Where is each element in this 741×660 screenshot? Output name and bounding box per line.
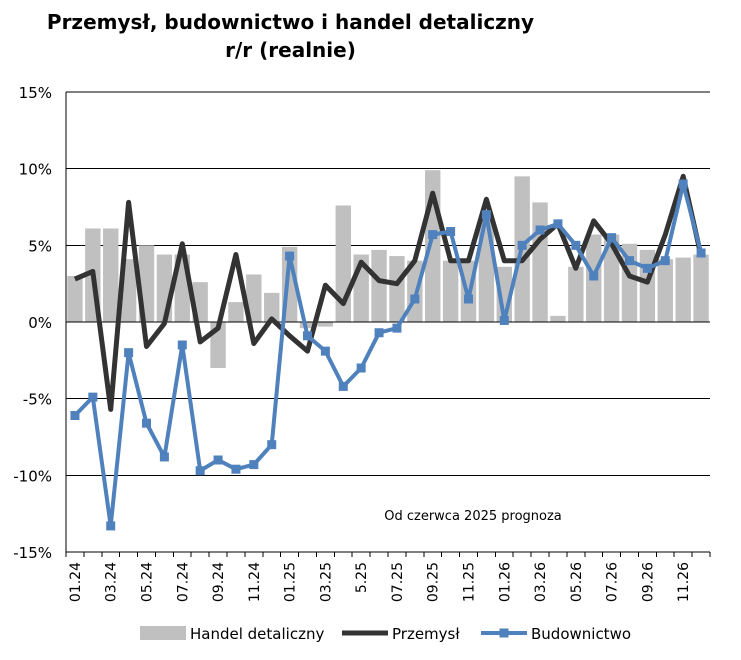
series-line-przemysl: [73, 173, 704, 412]
budownictwo-point: [517, 240, 527, 250]
budownictwo-point: [124, 348, 134, 358]
budownictwo-point: [374, 328, 384, 338]
bar: [639, 249, 656, 322]
x-tick-label: 05.24: [140, 562, 156, 602]
x-tick-label: 11.25: [462, 562, 478, 602]
x-tick-label: 01.25: [283, 562, 299, 602]
budownictwo-point: [70, 411, 80, 421]
budownictwo-point: [231, 464, 241, 474]
budownictwo-point: [535, 225, 545, 235]
budownictwo-point: [428, 230, 438, 240]
budownictwo-point: [392, 323, 402, 333]
budownictwo-point: [446, 227, 456, 237]
bar: [317, 322, 334, 327]
budownictwo-point: [625, 256, 634, 266]
bar: [371, 249, 387, 322]
y-tick-label: -10%: [13, 467, 52, 485]
y-tick-label: 0%: [28, 314, 52, 332]
x-tick-label: 11.24: [247, 562, 263, 602]
x-tick-label: 03.24: [104, 562, 120, 602]
budownictwo-point: [499, 315, 509, 325]
budownictwo-point: [303, 331, 312, 341]
x-tick-label: 07.26: [605, 562, 621, 602]
budownictwo-point: [678, 179, 688, 189]
legend-swatch-handel: [140, 626, 186, 640]
bar: [389, 256, 405, 322]
chart-title: Przemysł, budownictwo i handel detaliczn…: [46, 10, 535, 34]
bar: [299, 322, 316, 329]
budownictwo-point: [589, 271, 599, 281]
legend-label-budownictwo: Budownictwo: [531, 625, 631, 643]
x-tick-label: 11.26: [676, 562, 692, 602]
bar: [657, 259, 673, 322]
budownictwo-point: [553, 219, 563, 229]
x-tick-label: 09.25: [426, 562, 442, 602]
bar: [228, 302, 244, 322]
x-tick-label: 01.24: [68, 562, 84, 602]
budownictwo-point: [88, 392, 98, 402]
budownictwo-point: [213, 455, 223, 465]
budownictwo-point: [159, 452, 169, 462]
budownictwo-point: [320, 346, 330, 356]
budownictwo-point: [106, 521, 116, 531]
budownictwo-point: [410, 294, 420, 304]
y-tick-label: -15%: [13, 544, 52, 562]
bar: [264, 292, 280, 322]
budownictwo-point: [642, 263, 652, 273]
budownictwo-point: [571, 240, 581, 250]
budownictwo-point: [195, 466, 205, 476]
y-tick-label: -5%: [23, 391, 52, 409]
chart-subtitle: r/r (realnie): [225, 38, 356, 62]
budownictwo-point: [696, 248, 706, 258]
budownictwo-point: [660, 256, 670, 266]
legend-label-przemysl: Przemysł: [392, 625, 460, 643]
x-tick-label: 03.25: [318, 562, 334, 602]
budownictwo-point: [142, 418, 151, 428]
x-tick-label: 03.26: [533, 562, 549, 602]
bar: [675, 257, 691, 322]
x-tick-label: 07.24: [175, 562, 191, 602]
bar: [67, 276, 83, 322]
x-tick-label: 5.25: [354, 562, 370, 593]
budownictwo-point: [285, 251, 295, 261]
budownictwo-point: [338, 381, 348, 391]
budownictwo-point: [464, 294, 473, 304]
x-tick-label: 09.26: [640, 562, 656, 602]
legend-marker-budownictwo: [499, 628, 509, 638]
budownictwo-point: [481, 210, 491, 220]
y-tick-label: 5%: [28, 237, 52, 255]
legend-label-handel: Handel detaliczny: [190, 625, 324, 643]
bar: [103, 228, 119, 322]
y-tick-label: 15%: [19, 84, 52, 102]
bar: [550, 315, 566, 322]
bar: [693, 254, 709, 322]
bar: [532, 202, 548, 322]
x-tick-label: 09.24: [211, 562, 227, 602]
bar: [246, 274, 262, 322]
bar: [442, 260, 459, 322]
budownictwo-point: [267, 440, 277, 450]
x-tick-label: 01.26: [497, 562, 513, 602]
x-tick-label: 07.25: [390, 562, 406, 602]
x-tick-label: 05.26: [569, 562, 585, 602]
budownictwo-point: [356, 363, 366, 373]
budownictwo-point: [249, 460, 259, 470]
budownictwo-point: [177, 340, 187, 350]
annotation: Od czerwca 2025 prognoza: [384, 509, 562, 524]
budownictwo-point: [607, 233, 617, 243]
bar: [568, 266, 584, 322]
y-tick-label: 10%: [19, 161, 52, 179]
bar: [603, 234, 620, 322]
series-line-budownictwo: [73, 182, 704, 528]
